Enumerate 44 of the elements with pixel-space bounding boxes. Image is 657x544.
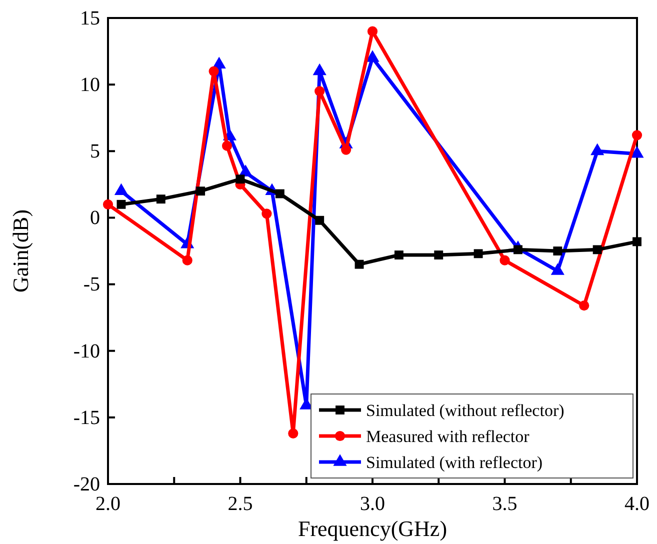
point	[367, 26, 378, 36]
point	[579, 300, 590, 311]
point	[632, 130, 642, 140]
y-tick-label: 15	[80, 7, 100, 30]
point	[341, 144, 352, 155]
point	[553, 246, 562, 256]
point	[288, 428, 298, 438]
point	[262, 208, 272, 219]
point	[182, 255, 192, 266]
y-tick-label: -5	[83, 274, 100, 296]
point	[236, 174, 245, 184]
point	[102, 199, 114, 210]
point	[474, 249, 483, 258]
point	[208, 66, 219, 76]
x-tick-label: 2.0	[96, 493, 120, 516]
legend-label: Simulated (without reflector)	[366, 401, 564, 420]
x-axis-title: Frequency(GHz)	[298, 516, 448, 541]
point	[514, 245, 522, 254]
point	[116, 200, 126, 209]
point	[394, 250, 404, 260]
point	[314, 86, 325, 96]
y-tick-label: 10	[80, 74, 100, 96]
x-tick-label: 2.5	[228, 493, 253, 516]
point	[196, 186, 206, 196]
x-tick-label: 3.5	[492, 493, 518, 516]
point	[156, 194, 166, 204]
y-axis-title: Gain(dB)	[8, 209, 33, 293]
point	[222, 140, 232, 151]
y-tick-label: 0	[90, 207, 100, 230]
x-tick-label: 3.0	[360, 493, 385, 516]
legend-label: Simulated (with reflector)	[366, 453, 543, 472]
y-tick-label: -20	[73, 473, 100, 496]
y-tick-label: -15	[73, 406, 100, 429]
y-tick-label: -10	[73, 340, 100, 362]
point	[315, 216, 324, 225]
point	[632, 237, 642, 246]
point	[275, 189, 284, 198]
point	[434, 250, 444, 260]
point	[592, 245, 602, 254]
point	[354, 260, 364, 269]
y-tick-label: 5	[90, 140, 100, 163]
legend-label: Measured with reflector	[366, 427, 530, 446]
x-tick-label: 4.0	[624, 493, 650, 516]
point	[500, 255, 510, 266]
